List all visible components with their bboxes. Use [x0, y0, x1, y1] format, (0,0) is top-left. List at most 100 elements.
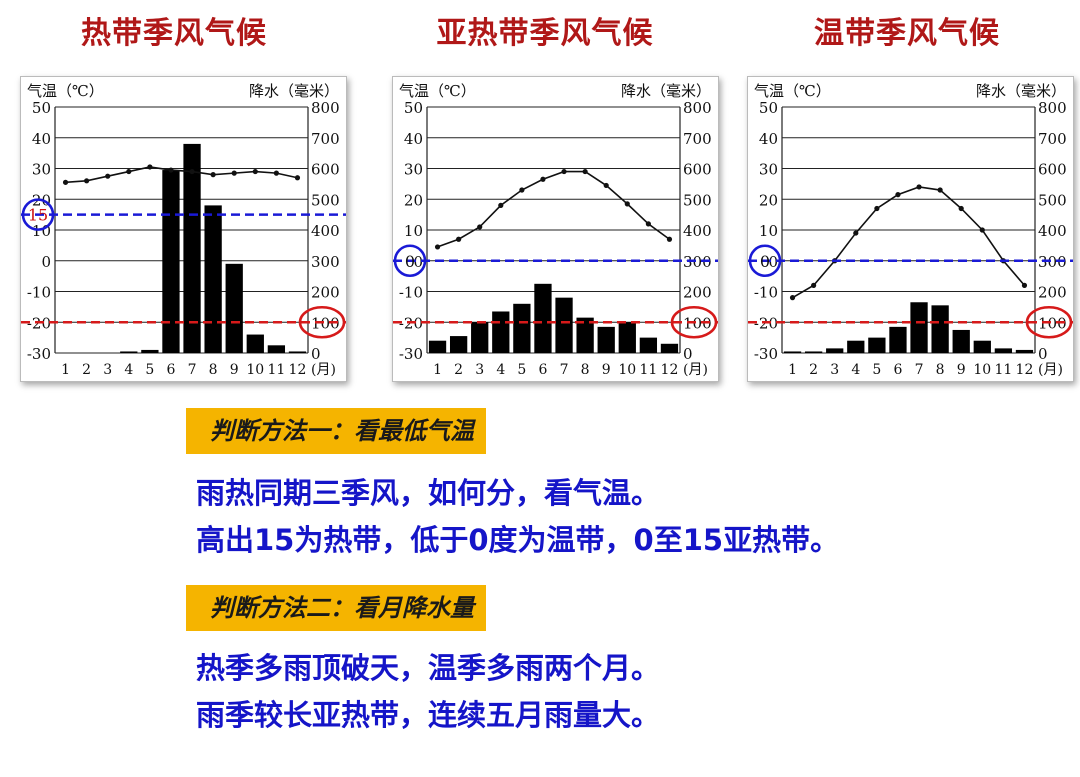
precipitation-axis-label: 降水（毫米） — [249, 82, 339, 100]
precipitation-tick-label: 700 — [311, 130, 340, 148]
precipitation-bar — [1015, 349, 1034, 353]
precipitation-bar — [428, 340, 447, 353]
temperature-tick-label: -30 — [399, 345, 423, 363]
month-tick-label: 7 — [560, 362, 569, 378]
temperature-point — [937, 187, 943, 193]
temperature-tick-label: -10 — [27, 284, 51, 302]
month-tick-label: 2 — [809, 362, 818, 378]
month-tick-label: 11 — [639, 362, 657, 378]
chart-title-tropical: 热带季风气候 — [81, 16, 267, 51]
month-tick-label: 1 — [61, 362, 70, 378]
precipitation-axis-label: 降水（毫米） — [621, 82, 711, 100]
temperature-tick-label: 30 — [404, 161, 423, 179]
precipitation-bar — [555, 297, 573, 353]
temperature-point — [561, 168, 567, 175]
precipitation-bar — [246, 334, 264, 353]
month-tick-label: 11 — [267, 362, 285, 378]
precipitation-tick-label: 200 — [311, 284, 340, 302]
temperature-point — [666, 236, 673, 242]
precipitation-bar — [449, 336, 468, 353]
precipitation-tick-label: 100 — [683, 314, 712, 332]
temperature-threshold-label: 15 — [28, 206, 48, 225]
temperature-tick-label: 20 — [759, 191, 778, 209]
precipitation-bar — [783, 351, 802, 353]
precipitation-tick-label: 700 — [683, 130, 712, 148]
precipitation-tick-label: 600 — [683, 161, 712, 179]
temperature-point — [273, 170, 279, 176]
month-unit-label: (月) — [1038, 362, 1063, 378]
temperature-tick-label: 50 — [32, 99, 51, 117]
precipitation-bar — [120, 351, 138, 353]
chart-panel-temperate: 50403020100-10-20-3080070060050040030020… — [747, 76, 1074, 382]
precipitation-bar — [868, 337, 886, 353]
month-tick-label: 5 — [145, 362, 154, 378]
precipitation-bar — [288, 351, 307, 353]
month-tick-label: 4 — [496, 362, 505, 378]
month-tick-label: 4 — [851, 362, 860, 378]
precipitation-tick-label: 400 — [1038, 222, 1067, 240]
precipitation-threshold-circle — [670, 305, 718, 339]
precipitation-tick-label: 0 — [1038, 345, 1048, 363]
temperature-point — [231, 170, 237, 176]
precipitation-tick-label: 200 — [683, 284, 712, 302]
precipitation-tick-label: 300 — [1038, 253, 1067, 271]
month-tick-label: 4 — [124, 362, 133, 378]
temperature-line — [65, 166, 298, 184]
temperature-tick-label: 10 — [759, 222, 778, 240]
climate-chart-subtropical: 50403020100-10-20-3080070060050040030020… — [393, 82, 718, 378]
precipitation-threshold-circle — [298, 305, 346, 339]
month-tick-label: 8 — [209, 362, 218, 378]
month-tick-label: 8 — [581, 362, 590, 378]
temperature-tick-label: -30 — [754, 345, 778, 363]
precipitation-tick-label: 800 — [683, 99, 712, 117]
temperature-point — [874, 205, 880, 212]
method2-rule-line2: 雨季较长亚热带，连续五月雨量大。 — [196, 698, 661, 732]
temperature-threshold-circle — [748, 244, 782, 278]
temperature-point — [916, 184, 922, 190]
precipitation-bar — [492, 311, 510, 353]
month-tick-label: 10 — [618, 362, 636, 378]
temperature-point — [519, 187, 525, 193]
precipitation-threshold-circle — [1025, 305, 1073, 339]
precipitation-bar — [534, 283, 552, 353]
precipitation-bar — [639, 337, 658, 353]
temperature-tick-label: 50 — [759, 99, 778, 117]
temperature-threshold-label: 0 — [760, 252, 770, 271]
method1-banner: 判断方法一：看最低气温 — [186, 408, 486, 454]
precipitation-bar — [826, 348, 844, 353]
chart-panel-tropical: 50403020100-10-20-3080070060050040030020… — [20, 76, 347, 382]
climate-chart-tropical: 50403020100-10-20-3080070060050040030020… — [21, 82, 346, 378]
precipitation-tick-label: 500 — [311, 191, 340, 209]
precipitation-bar — [204, 205, 222, 353]
temperature-point — [1021, 282, 1028, 288]
month-tick-label: 3 — [830, 362, 839, 378]
precipitation-bar — [618, 322, 636, 353]
temperature-tick-label: -10 — [399, 284, 423, 302]
temperature-tick-label: 40 — [759, 130, 778, 148]
temperature-point — [126, 168, 132, 175]
chart-title-subtropical: 亚热带季风气候 — [436, 16, 654, 51]
precipitation-tick-label: 800 — [1038, 99, 1067, 117]
month-tick-label: 12 — [661, 362, 679, 378]
temperature-point — [498, 202, 504, 208]
temperature-point — [294, 175, 301, 181]
month-unit-label: (月) — [311, 362, 336, 378]
precipitation-bar — [597, 326, 615, 353]
temperature-axis-label: 气温（℃） — [399, 82, 476, 100]
temperature-point — [853, 230, 859, 236]
precipitation-tick-label: 800 — [311, 99, 340, 117]
precipitation-bar — [225, 263, 243, 353]
precipitation-bar — [889, 326, 907, 353]
month-tick-label: 12 — [289, 362, 307, 378]
precipitation-axis-label: 降水（毫米） — [976, 82, 1066, 100]
precipitation-tick-label: 100 — [311, 314, 340, 332]
temperature-tick-label: 30 — [32, 161, 51, 179]
month-tick-label: 2 — [82, 362, 91, 378]
month-tick-label: 3 — [475, 362, 484, 378]
temperature-point — [456, 236, 462, 242]
temperature-tick-label: 20 — [404, 191, 423, 209]
precipitation-tick-label: 500 — [683, 191, 712, 209]
precipitation-bar — [576, 317, 594, 353]
month-tick-label: 11 — [994, 362, 1012, 378]
month-tick-label: 6 — [538, 362, 547, 378]
